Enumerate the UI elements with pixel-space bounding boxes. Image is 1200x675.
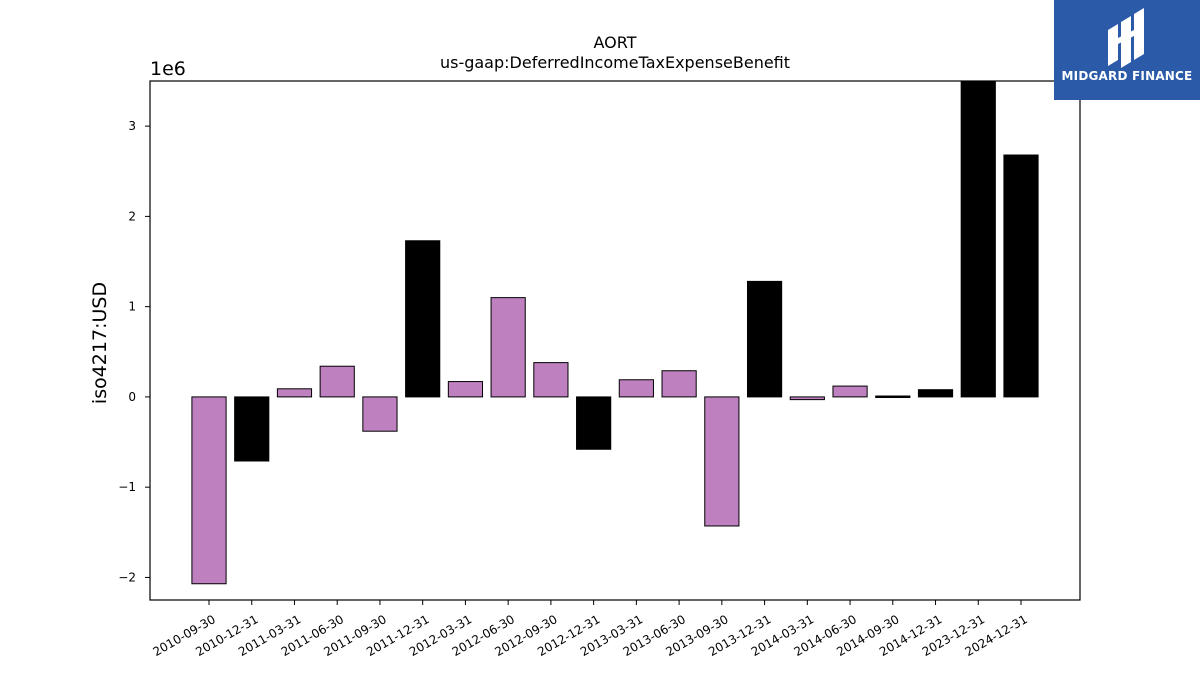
bar-2012-12-31 xyxy=(576,396,612,450)
bars-group xyxy=(191,80,1039,585)
bar-2013-03-31 xyxy=(618,379,654,398)
brand-name: MIDGARD FINANCE xyxy=(1061,69,1193,83)
bar-2011-03-31 xyxy=(276,388,313,398)
bar-2012-09-30 xyxy=(533,362,569,398)
bar-2010-09-30 xyxy=(191,396,227,585)
bar-2014-12-31 xyxy=(917,389,954,398)
bar-2012-06-30 xyxy=(490,297,526,398)
bar-2010-12-31 xyxy=(234,396,270,462)
bar-2011-06-30 xyxy=(319,365,355,398)
y-tick-label: 2 xyxy=(128,209,136,223)
y-tick-label: 1 xyxy=(128,300,136,314)
y-tick-label: −1 xyxy=(118,480,136,494)
bar-2014-06-30 xyxy=(832,385,868,398)
bar-2012-03-31 xyxy=(447,381,484,398)
y-ticks-group: −2 −1 0 1 2 3 xyxy=(118,119,150,584)
bar-2011-12-31 xyxy=(405,240,441,398)
y-axis-label: iso4217:USD xyxy=(89,282,111,404)
bar-2024-12-31 xyxy=(1003,154,1039,398)
bar-2013-12-31 xyxy=(746,280,783,398)
bar-2014-03-31 xyxy=(789,396,825,401)
plot-frame xyxy=(149,80,1081,601)
bar-2013-09-30 xyxy=(704,396,740,527)
scale-label: 1e6 xyxy=(150,58,186,80)
chart-subtitle: us-gaap:DeferredIncomeTaxExpenseBenefit xyxy=(440,53,790,72)
y-tick-label: −2 xyxy=(118,570,136,584)
bar-2011-09-30 xyxy=(362,396,398,432)
y-tick-label: 0 xyxy=(128,390,136,404)
brand-logo: MIDGARD FINANCE xyxy=(1054,0,1200,100)
chart-title: AORT xyxy=(594,33,637,52)
x-ticks-group: 2010-09-302010-12-312011-03-312011-06-30… xyxy=(150,600,1030,659)
y-tick-label: 3 xyxy=(128,119,136,133)
logo-mark-icon xyxy=(1108,8,1144,68)
bar-2023-12-31 xyxy=(960,80,996,398)
bar-2014-09-30 xyxy=(875,395,911,399)
bar-2013-06-30 xyxy=(661,370,697,398)
